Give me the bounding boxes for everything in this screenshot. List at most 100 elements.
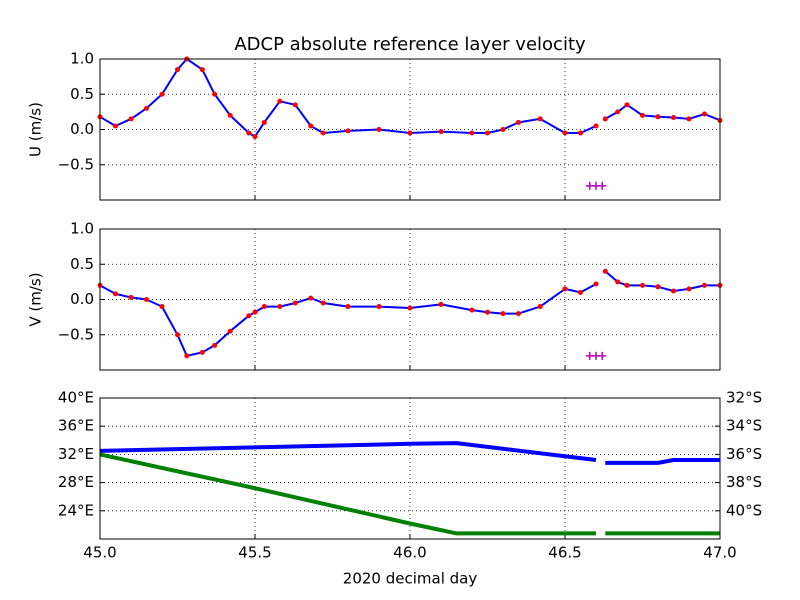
data-point [602,116,608,122]
y-tick-label: 0.0 [70,120,94,138]
y-tick-label: 1.0 [70,50,94,68]
data-point [537,304,543,310]
data-point [469,307,475,313]
data-point [615,109,621,115]
data-point [671,288,676,294]
data-point [640,112,645,118]
data-point [128,116,134,122]
y-tick-label: 32°E [58,445,94,463]
data-point [292,300,298,306]
data-point [277,304,283,310]
data-point [376,304,382,310]
data-point [500,311,506,317]
axes-frame [99,228,721,371]
y-tick-label: 0.0 [70,290,94,308]
y-axis-label: V (m/s) [27,272,45,326]
x-tick-label: 47.0 [703,544,736,562]
data-point [292,102,298,108]
data-point [485,309,490,315]
data-point [562,130,568,136]
data-point [252,134,258,140]
data-point [184,353,190,359]
data-point [128,294,134,300]
data-point [277,98,283,104]
data-point [562,286,568,292]
data-point [702,111,707,117]
data-point [702,282,707,288]
data-point [144,297,149,302]
data-point [175,67,180,73]
data-point [686,116,692,122]
x-tick-label: 45.5 [238,544,271,562]
x-tick-label: 46.0 [393,544,426,562]
data-point [159,304,165,310]
data-point [212,342,218,348]
data-point [438,129,444,135]
data-point [252,309,258,315]
data-point [199,67,205,73]
data-point [212,91,218,97]
plot-area [100,398,720,539]
y-tick-label: 0.5 [70,85,94,103]
series-line [99,441,720,465]
data-point [602,268,608,274]
data-point [308,295,314,301]
data-point [175,332,180,338]
data-point [407,130,413,136]
y-tick-label: 24°E [58,501,94,519]
chart-title: ADCP absolute reference layer velocity [234,34,586,55]
data-point [199,349,205,355]
data-point [261,119,267,125]
data-point [320,130,326,136]
data-point [516,119,521,125]
data-point [308,123,314,129]
y2-tick-label: 32°S [726,389,762,407]
data-point [227,328,233,334]
data-point [376,127,382,132]
y2-tick-label: 34°S [726,417,762,435]
axes-frame [99,58,721,201]
x-tick-label: 45.0 [83,544,116,562]
data-point [624,282,630,288]
data-point [500,127,506,132]
data-point [246,130,252,136]
data-point [593,281,599,287]
data-point [640,282,645,288]
y-tick-label: −0.5 [58,325,94,343]
data-point [320,300,326,306]
data-point [246,313,252,319]
data-point [578,130,583,136]
y-tick-label: 0.5 [70,255,94,273]
y2-tick-label: 40°S [726,501,762,519]
data-point [671,115,676,121]
data-point [345,128,351,134]
data-point [485,130,490,136]
x-axis-label: 2020 decimal day [343,570,478,588]
data-point [516,311,521,317]
data-point [578,289,583,295]
y-tick-label: 28°E [58,473,94,491]
data-point [655,284,661,290]
plus-marker [598,351,607,360]
data-point [113,291,118,297]
data-point [686,286,692,292]
data-point [624,102,630,108]
data-point [537,116,543,122]
axes-frame [99,397,721,540]
data-point [345,304,351,310]
data-point [159,91,165,97]
data-point [615,279,621,285]
y-tick-label: 1.0 [70,220,94,238]
data-point [261,304,267,310]
data-point [113,123,118,129]
data-point [227,112,233,118]
data-point [438,301,444,307]
y-axis-label: U (m/s) [27,102,45,157]
y-tick-label: 40°E [58,389,94,407]
data-point [469,130,475,136]
y-tick-label: −0.5 [58,155,94,173]
plus-marker [598,181,607,190]
x-tick-label: 46.5 [548,544,581,562]
data-point [593,123,599,129]
